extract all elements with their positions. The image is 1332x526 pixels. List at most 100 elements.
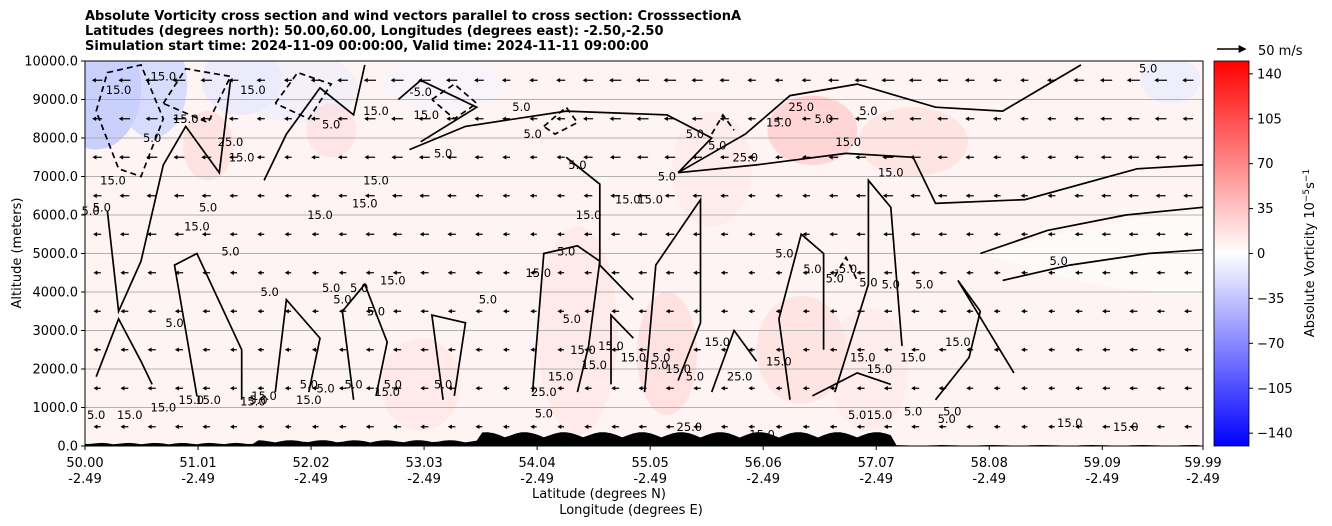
contour-label: 5.0 bbox=[1139, 62, 1157, 76]
wind-vector-head bbox=[584, 386, 589, 391]
x-tick-label-lon: -2.49 bbox=[407, 472, 441, 487]
contour-dashed bbox=[834, 255, 858, 281]
x-tick-label-lat: 54.04 bbox=[519, 456, 556, 471]
wind-vector-head bbox=[118, 116, 123, 121]
contour-label: 5.0 bbox=[859, 104, 877, 118]
wind-vector-head bbox=[556, 155, 561, 160]
contour-label: 15.0 bbox=[151, 401, 177, 415]
wind-vector-head bbox=[775, 232, 780, 237]
contour-solid bbox=[397, 79, 479, 143]
contour-lines bbox=[95, 63, 1203, 401]
wind-vector-head bbox=[1021, 309, 1026, 314]
contour-label: 5.0 bbox=[803, 262, 821, 276]
contour-label: 5.0 bbox=[848, 408, 866, 422]
colorbar-label: Absolute Vorticity 10−5s−1 bbox=[1302, 169, 1318, 337]
wind-vector-head bbox=[775, 155, 780, 160]
contour-label: 15.0 bbox=[251, 389, 277, 403]
x-tick-label-lat: 58.08 bbox=[971, 456, 1008, 471]
wind-vector-head bbox=[747, 193, 752, 198]
wind-vector-head bbox=[720, 347, 725, 352]
wind-vector-head bbox=[1020, 155, 1025, 160]
contour-label: 15.0 bbox=[525, 266, 551, 280]
contour-label: 5.0 bbox=[938, 412, 956, 426]
wind-vector-head bbox=[856, 232, 861, 237]
wind-vector-head bbox=[748, 386, 753, 391]
wind-vector-head bbox=[636, 116, 641, 121]
contour-label: 15.0 bbox=[570, 343, 596, 357]
wind-vector-head bbox=[1155, 232, 1160, 237]
contour-label: 25.0 bbox=[531, 385, 557, 399]
contour-label: 15.0 bbox=[179, 393, 205, 407]
wind-vector-head bbox=[257, 232, 262, 237]
wind-vector-head bbox=[173, 116, 178, 121]
wind-vector-head bbox=[1127, 116, 1132, 121]
y-tick-label: 8000.0 bbox=[33, 132, 79, 147]
wind-vector-head bbox=[93, 424, 98, 429]
wind-vector-head bbox=[774, 78, 779, 83]
wind-vector-head bbox=[257, 347, 262, 352]
wind-vector-head bbox=[1129, 386, 1134, 391]
contour-label: 15.0 bbox=[615, 193, 641, 207]
wind-vector-head bbox=[992, 78, 997, 83]
wind-vector-head bbox=[1184, 309, 1189, 314]
wind-vector-head bbox=[1099, 78, 1104, 83]
contour-label: 5.0 bbox=[826, 272, 844, 286]
wind-vector-head bbox=[172, 78, 177, 83]
wind-vector-head bbox=[719, 155, 724, 160]
wind-vector-head bbox=[1021, 424, 1026, 429]
wind-vector-head bbox=[882, 193, 887, 198]
wind-vector-head bbox=[829, 232, 834, 237]
terrain-mask bbox=[85, 432, 1203, 446]
contour-label: 15.0 bbox=[352, 196, 378, 210]
wind-vector-head bbox=[911, 309, 916, 314]
contour-label: 15.0 bbox=[380, 273, 406, 287]
wind-vector-head bbox=[365, 347, 370, 352]
wind-vector-head bbox=[338, 347, 343, 352]
wind-vector-head bbox=[257, 193, 262, 198]
wind-vector-head bbox=[391, 155, 396, 160]
wind-vector-head bbox=[692, 193, 697, 198]
contour-label: -5.0 bbox=[410, 85, 432, 99]
wind-vector-head bbox=[719, 78, 724, 83]
wind-vector-head bbox=[828, 116, 833, 121]
contour-dashed bbox=[95, 63, 165, 178]
wind-vector-head bbox=[284, 193, 289, 198]
wind-vector-head bbox=[638, 347, 643, 352]
wind-vector-head bbox=[120, 347, 125, 352]
contour-solid bbox=[812, 371, 892, 397]
contour-solid bbox=[677, 64, 1082, 174]
wind-vector-head bbox=[311, 270, 316, 275]
contour-label: 25.0 bbox=[727, 370, 753, 384]
contour-label: 15.0 bbox=[117, 408, 143, 422]
wind-vector-head bbox=[174, 232, 179, 237]
wind-vector-head bbox=[364, 155, 369, 160]
wind-vector-head bbox=[691, 116, 696, 121]
x-tick-label-lon: -2.49 bbox=[633, 472, 667, 487]
contour-label: 15.0 bbox=[598, 339, 624, 353]
wind-vector-head bbox=[611, 270, 616, 275]
wind-vector-head bbox=[529, 155, 534, 160]
wind-vector-head bbox=[529, 193, 534, 198]
contour-label: 25.0 bbox=[218, 135, 244, 149]
colorbar-tick-label: 35 bbox=[1257, 202, 1274, 217]
contour-label: 15.0 bbox=[643, 358, 669, 372]
wind-vector-head bbox=[1075, 309, 1080, 314]
wind-vector-head bbox=[993, 309, 998, 314]
contour-label: 5.0 bbox=[261, 285, 279, 299]
contour-solid bbox=[610, 313, 635, 385]
wind-vector-head bbox=[582, 78, 587, 83]
wind-vector-head bbox=[582, 116, 587, 121]
wind-vector-head bbox=[420, 424, 425, 429]
x-tick-label-lat: 52.02 bbox=[292, 456, 329, 471]
wind-vector-head bbox=[584, 424, 589, 429]
contour-label: 5.0 bbox=[904, 404, 922, 418]
wind-vector-head bbox=[910, 270, 915, 275]
wind-vector-head bbox=[420, 270, 425, 275]
wind-vector-head bbox=[310, 116, 315, 121]
wind-vector-head bbox=[965, 116, 970, 121]
wind-vector-head bbox=[145, 116, 150, 121]
wind-vector-head bbox=[284, 232, 289, 237]
wind-vector-head bbox=[337, 78, 342, 83]
wind-vector-head bbox=[855, 155, 860, 160]
